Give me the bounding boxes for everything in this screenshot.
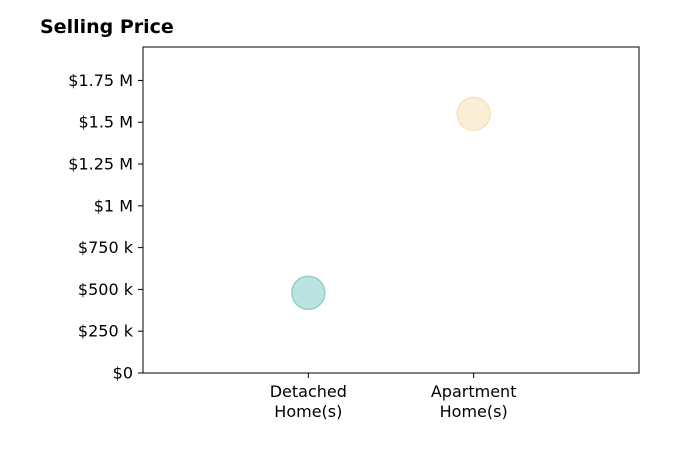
- y-axis: $0 $250 k $500 k $750 k $1 M $1.25 M $1.5 M $1.…: [68, 71, 143, 383]
- y-tick-label: $250 k: [78, 322, 134, 341]
- x-tick-label: Apartment: [431, 382, 517, 401]
- plot-frame: [142, 46, 640, 374]
- x-tick-label: Home(s): [440, 402, 508, 421]
- x-tick-label: Home(s): [274, 402, 342, 421]
- y-tick-label: $1.5 M: [78, 113, 133, 132]
- y-tick-label: $500 k: [78, 280, 134, 299]
- y-tick-label: $0: [113, 364, 133, 383]
- chart-title: Selling Price: [40, 16, 174, 38]
- y-tick-label: $1.75 M: [68, 71, 133, 90]
- y-tick-label: $750 k: [78, 238, 134, 257]
- data-point: [291, 275, 326, 311]
- x-tick-label: Detached: [270, 382, 347, 401]
- y-tick-label: $1.25 M: [68, 155, 133, 174]
- y-tick-label: $1 M: [94, 196, 133, 215]
- data-point: [456, 96, 491, 132]
- data-points: [291, 96, 491, 311]
